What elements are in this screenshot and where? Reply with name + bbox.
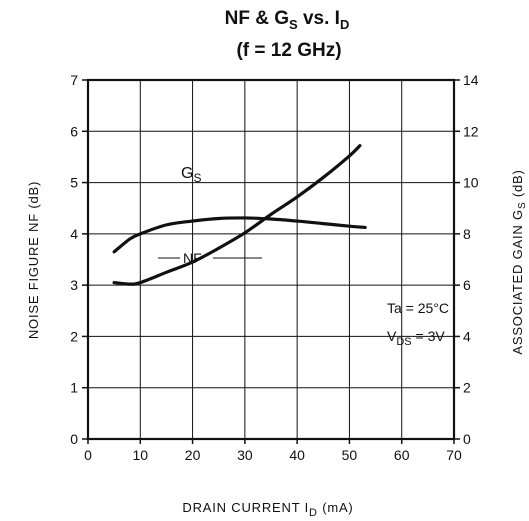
series-nf-line [112, 144, 362, 286]
y-right-tick-label: 14 [463, 72, 479, 88]
annotation-vds: VDS = 3V [387, 328, 445, 348]
y-left-tick-labels: 0 1 2 3 4 5 6 7 [70, 72, 78, 447]
y-right-tick-label: 10 [463, 175, 479, 191]
x-tick-label: 60 [394, 447, 410, 463]
y-left-axis-label: NOISE FIGURE NF (dB) [26, 181, 41, 339]
x-tick-label: 10 [132, 447, 148, 463]
x-tick-label: 30 [237, 447, 253, 463]
tick-marks [82, 79, 460, 444]
chart-title-line2: (f = 12 GHz) [236, 40, 341, 61]
series-gs-line [112, 216, 367, 254]
y-left-tick-label: 4 [70, 226, 78, 242]
y-left-tick-label: 2 [70, 328, 78, 344]
y-right-tick-label: 12 [463, 123, 479, 139]
y-right-tick-label: 2 [463, 380, 471, 396]
y-left-tick-label: 6 [70, 123, 78, 139]
y-right-tick-label: 0 [463, 431, 471, 447]
y-right-tick-labels: 0 2 4 6 8 10 12 14 [463, 72, 479, 447]
y-left-tick-label: 5 [70, 175, 78, 191]
nf-curve-label: NF [183, 250, 202, 266]
y-right-axis-label: ASSOCIATED GAIN GS (dB) [510, 169, 528, 354]
x-tick-label: 0 [84, 447, 92, 463]
y-left-tick-label: 3 [70, 277, 78, 293]
x-tick-label: 40 [289, 447, 305, 463]
grid-lines [88, 80, 454, 439]
y-right-tick-label: 4 [463, 328, 471, 344]
y-right-tick-label: 6 [463, 277, 471, 293]
plot-frame [86, 78, 456, 441]
x-tick-label: 70 [446, 447, 462, 463]
x-tick-labels: 0 10 20 30 40 50 60 70 [84, 447, 462, 463]
y-left-tick-label: 0 [70, 431, 78, 447]
title-gs-subscript: S [289, 17, 298, 32]
chart-title-line1: NF & GS vs. ID [225, 8, 350, 32]
y-right-tick-label: 8 [463, 226, 471, 242]
x-tick-label: 50 [342, 447, 358, 463]
y-left-tick-label: 1 [70, 380, 78, 396]
y-left-tick-label: 7 [70, 72, 78, 88]
x-tick-label: 20 [185, 447, 201, 463]
annotation-ta: Ta = 25°C [387, 300, 449, 316]
x-axis-label: DRAIN CURRENT ID (mA) [182, 500, 353, 519]
gs-curve-label: GS [181, 165, 201, 185]
curves [112, 144, 367, 286]
title-id-subscript: D [340, 17, 349, 32]
